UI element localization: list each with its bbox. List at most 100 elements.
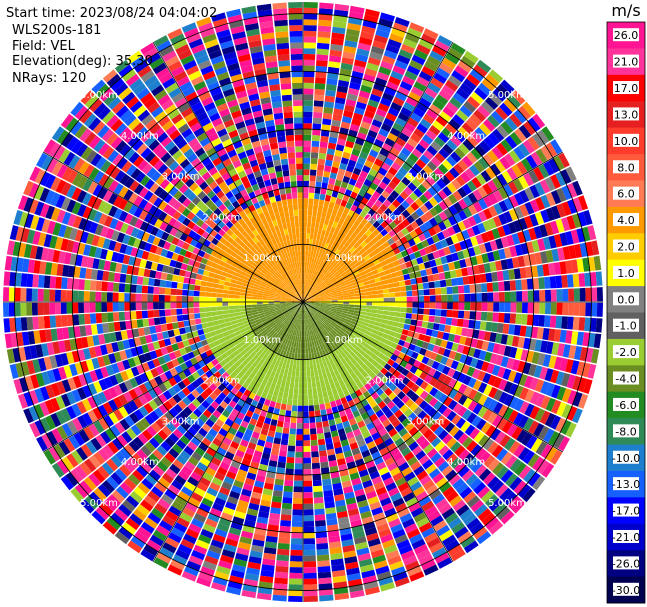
velocity-gate xyxy=(414,326,422,334)
velocity-gate xyxy=(308,304,314,307)
velocity-gate xyxy=(584,272,591,287)
velocity-gate xyxy=(347,209,355,217)
velocity-gate xyxy=(303,7,318,14)
velocity-gate xyxy=(528,227,537,241)
velocity-gate xyxy=(95,313,103,324)
velocity-gate xyxy=(41,433,53,449)
velocity-gate xyxy=(162,331,170,339)
velocity-gate xyxy=(410,481,422,492)
velocity-gate xyxy=(566,406,578,421)
velocity-gate xyxy=(294,318,298,324)
velocity-gate xyxy=(246,290,253,294)
velocity-gate xyxy=(285,298,292,301)
velocity-gate xyxy=(323,311,330,315)
velocity-gate xyxy=(249,379,257,387)
velocity-gate xyxy=(316,427,324,434)
velocity-gate xyxy=(165,280,172,288)
velocity-gate xyxy=(345,34,359,43)
velocity-gate xyxy=(336,85,348,94)
velocity-gate xyxy=(333,203,340,211)
velocity-gate xyxy=(361,569,376,579)
velocity-gate xyxy=(224,451,235,460)
velocity-gate xyxy=(306,285,309,291)
velocity-gate xyxy=(393,316,400,323)
velocity-gate xyxy=(284,479,294,487)
velocity-gate xyxy=(348,253,355,260)
velocity-gate xyxy=(235,449,245,458)
velocity-gate xyxy=(470,293,477,302)
velocity-gate xyxy=(30,374,40,389)
velocity-gate xyxy=(196,482,209,492)
velocity-gate xyxy=(430,77,444,89)
velocity-gate xyxy=(336,210,343,218)
velocity-gate xyxy=(103,498,118,512)
velocity-gate xyxy=(334,248,341,256)
velocity-gate xyxy=(416,470,428,481)
velocity-gate xyxy=(539,290,546,302)
velocity-gate xyxy=(463,491,477,504)
velocity-gate xyxy=(392,528,406,539)
velocity-gate xyxy=(270,419,278,427)
velocity-gate xyxy=(174,495,188,507)
velocity-gate xyxy=(82,412,93,426)
velocity-gate xyxy=(281,508,292,516)
velocity-gate xyxy=(327,325,333,331)
velocity-gate xyxy=(174,261,183,269)
velocity-gate xyxy=(485,516,500,531)
velocity-gate xyxy=(237,370,245,379)
velocity-gate xyxy=(400,147,412,157)
velocity-gate xyxy=(341,263,348,270)
velocity-gate xyxy=(303,578,318,585)
velocity-gate xyxy=(437,35,453,47)
velocity-gate xyxy=(427,322,434,330)
velocity-gate xyxy=(56,263,64,276)
velocity-gate xyxy=(458,210,468,221)
velocity-gate xyxy=(226,586,242,596)
velocity-gate xyxy=(100,431,112,444)
velocity-gate xyxy=(431,329,439,338)
velocity-gate xyxy=(304,273,306,279)
velocity-gate xyxy=(591,240,600,256)
velocity-gate xyxy=(533,302,540,314)
velocity-gate xyxy=(553,433,565,449)
velocity-gate xyxy=(344,278,351,284)
velocity-gate xyxy=(378,466,389,476)
velocity-gate xyxy=(442,229,451,239)
velocity-gate xyxy=(361,274,368,280)
velocity-gate xyxy=(532,277,540,290)
velocity-gate xyxy=(309,233,314,240)
velocity-gate xyxy=(223,476,235,485)
velocity-gate xyxy=(376,267,384,273)
velocity-gate xyxy=(79,480,93,495)
velocity-gate xyxy=(269,344,275,351)
velocity-gate xyxy=(533,423,545,437)
velocity-gate xyxy=(176,454,188,465)
velocity-gate xyxy=(408,357,416,366)
velocity-gate xyxy=(183,277,191,284)
velocity-gate xyxy=(458,143,470,155)
velocity-gate xyxy=(252,314,260,318)
velocity-gate xyxy=(205,307,212,312)
velocity-gate xyxy=(162,390,173,400)
velocity-gate xyxy=(115,486,129,499)
velocity-gate xyxy=(305,313,308,319)
velocity-gate xyxy=(351,148,361,157)
velocity-gate xyxy=(309,280,313,287)
velocity-gate xyxy=(421,414,432,425)
velocity-gate xyxy=(134,531,149,544)
velocity-gate xyxy=(211,457,222,467)
velocity-gate xyxy=(268,306,275,310)
velocity-gate xyxy=(87,396,98,409)
velocity-gate xyxy=(242,359,249,367)
velocity-gate xyxy=(88,455,101,469)
velocity-gate xyxy=(303,457,311,464)
velocity-gate xyxy=(448,215,457,226)
velocity-gate xyxy=(416,256,424,265)
velocity-gate xyxy=(438,163,449,175)
velocity-gate xyxy=(540,251,548,264)
velocity-gate xyxy=(400,263,408,270)
velocity-gate xyxy=(544,368,554,382)
velocity-gate xyxy=(442,106,455,118)
velocity-gate xyxy=(218,517,232,527)
velocity-gate xyxy=(364,8,380,18)
